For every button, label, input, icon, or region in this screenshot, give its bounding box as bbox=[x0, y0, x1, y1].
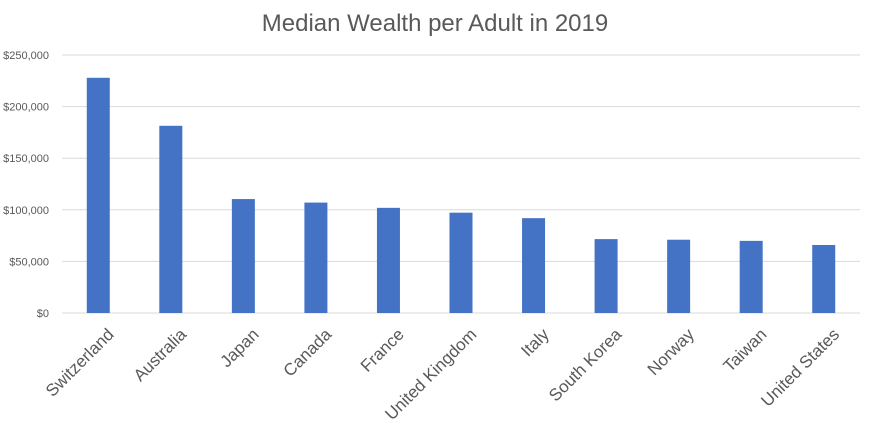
bar-italy bbox=[522, 218, 546, 313]
bar-japan bbox=[231, 199, 255, 313]
x-category-label: Japan bbox=[216, 325, 262, 371]
x-category-label: Taiwan bbox=[720, 325, 771, 376]
bar-switzerland bbox=[86, 77, 110, 314]
x-category-label: United States bbox=[757, 325, 843, 411]
y-axis-tick-labels: $0 $50,000 $100,000 $150,000 $200,000 $250,00… bbox=[3, 50, 49, 320]
bar-france bbox=[376, 207, 400, 313]
x-category-label: South Korea bbox=[545, 324, 626, 405]
chart-title: Median Wealth per Adult in 2019 bbox=[262, 10, 608, 37]
x-category-label: Norway bbox=[644, 325, 699, 380]
x-category-label: Italy bbox=[517, 325, 553, 361]
y-tick-label: $150,000 bbox=[3, 153, 49, 165]
y-tick-label: $50,000 bbox=[9, 256, 49, 268]
x-category-label: France bbox=[357, 325, 408, 376]
bar-norway bbox=[667, 239, 691, 313]
bar-united-kingdom bbox=[449, 212, 473, 313]
y-tick-label: $0 bbox=[37, 308, 49, 320]
x-category-label: Canada bbox=[280, 325, 336, 381]
bar-south-korea bbox=[594, 239, 618, 313]
gridlines bbox=[62, 54, 860, 314]
bar-australia bbox=[159, 125, 183, 313]
y-tick-label: $250,000 bbox=[3, 50, 49, 62]
x-axis-category-labels: Switzerland Australia Japan Canada France Uni… bbox=[42, 324, 843, 423]
bar-united-states bbox=[812, 244, 836, 313]
x-category-label: Australia bbox=[130, 324, 191, 385]
bars bbox=[86, 77, 836, 314]
y-tick-label: $100,000 bbox=[3, 205, 49, 217]
x-category-label: Switzerland bbox=[42, 325, 118, 401]
bar-taiwan bbox=[739, 240, 763, 313]
y-tick-label: $200,000 bbox=[3, 102, 49, 114]
bar-canada bbox=[304, 202, 328, 313]
